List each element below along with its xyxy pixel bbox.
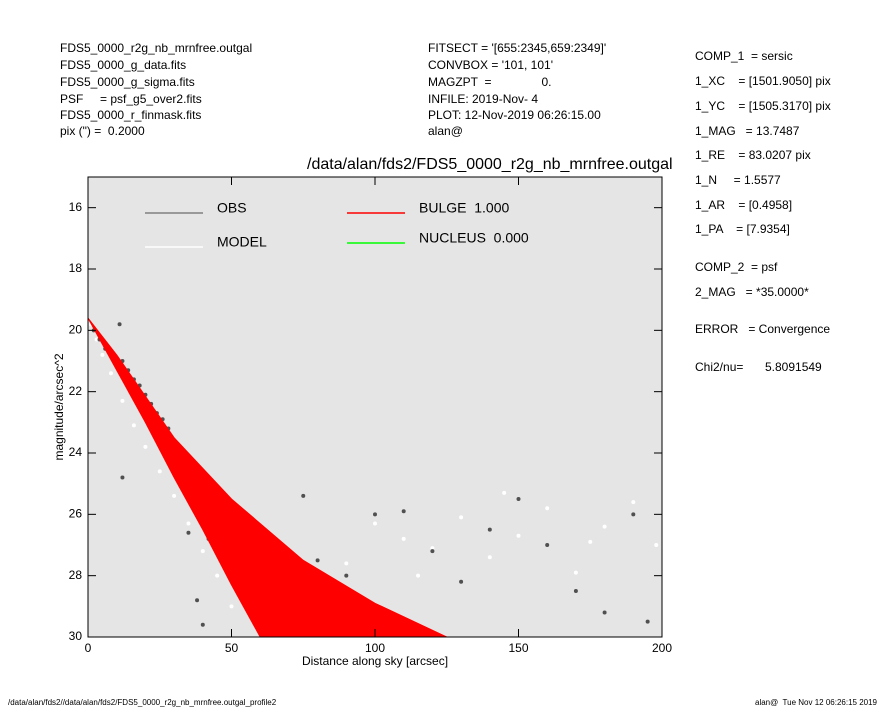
plot-background xyxy=(88,177,662,637)
y-tick-label: 26 xyxy=(69,507,83,521)
data-point xyxy=(373,521,377,526)
data-point xyxy=(430,549,435,554)
y-tick-label: 22 xyxy=(69,384,83,398)
header-left-line: FDS5_0000_r2g_nb_mrnfree.outgal xyxy=(60,41,252,55)
x-tick-label: 200 xyxy=(652,641,672,655)
x-tick-label: 50 xyxy=(225,641,239,655)
data-point xyxy=(631,512,636,517)
y-axis-label: magnitude/arcsec^2 xyxy=(52,353,66,460)
footer-right: alan@ Tue Nov 12 06:26:15 2019 xyxy=(755,698,878,707)
header-middle-line: alan@ xyxy=(428,124,463,138)
header-middle-line: MAGZPT = 0. xyxy=(428,75,551,89)
data-point xyxy=(631,500,636,505)
data-point xyxy=(401,509,406,514)
data-point xyxy=(186,521,191,526)
param-line: Chi2/nu= xyxy=(695,360,743,374)
data-point xyxy=(573,589,578,593)
chart-title: /data/alan/fds2/FDS5_0000_r2g_nb_mrnfree… xyxy=(307,156,673,173)
header-left-line: PSF = psf_g5_over2.fits xyxy=(60,92,202,106)
x-axis-label: Distance along sky [arcsec] xyxy=(302,654,448,668)
data-point xyxy=(229,604,234,609)
header-middle-line: FITSECT = '[655:2345,659:2349]' xyxy=(428,41,606,55)
header-left-line: FDS5_0000_g_sigma.fits xyxy=(60,75,195,89)
data-point xyxy=(502,490,507,495)
legend-label: OBS xyxy=(217,200,247,216)
data-point xyxy=(416,573,421,578)
y-tick-label: 16 xyxy=(69,200,83,214)
x-tick-label: 0 xyxy=(85,641,92,655)
plot-marks xyxy=(88,317,659,637)
x-tick-label: 150 xyxy=(508,641,528,655)
legend-label: MODEL xyxy=(217,234,267,250)
data-point xyxy=(200,622,205,627)
data-point xyxy=(315,558,320,563)
data-point xyxy=(602,610,607,615)
data-point xyxy=(516,533,521,538)
data-point xyxy=(654,543,659,547)
y-tick-label: 28 xyxy=(69,568,83,582)
data-point xyxy=(301,493,306,498)
param-line: COMP_2 = psf xyxy=(695,260,778,274)
data-point xyxy=(344,573,349,578)
data-point xyxy=(645,619,650,624)
param-line: 1_RE = 83.0207 pix xyxy=(695,148,811,162)
data-point xyxy=(120,475,125,480)
param-line: 1_YC = [1505.3170] pix xyxy=(695,99,831,113)
bulge-band xyxy=(88,317,447,637)
x-tick-label: 100 xyxy=(365,641,385,655)
data-point xyxy=(459,515,464,520)
data-point xyxy=(94,337,99,342)
data-point xyxy=(120,398,125,403)
data-point xyxy=(131,423,136,428)
data-point xyxy=(487,527,492,532)
header-middle-line: CONVBOX = '101, 101' xyxy=(428,58,553,72)
param-line: 1_AR = [0.4958] xyxy=(695,198,792,212)
header-middle-line: INFILE: 2019-Nov- 4 xyxy=(428,92,538,106)
data-point xyxy=(588,539,593,544)
param-line: 1_N = 1.5577 xyxy=(695,173,781,187)
data-point xyxy=(545,543,550,547)
data-point xyxy=(516,497,521,501)
data-point xyxy=(487,555,492,560)
param-line: 1_XC = [1501.9050] pix xyxy=(695,74,831,88)
data-point xyxy=(430,546,435,551)
data-point xyxy=(215,573,220,578)
data-point xyxy=(186,530,191,535)
legend-label: BULGE 1.000 xyxy=(419,200,509,216)
y-tick-label: 18 xyxy=(69,261,83,275)
data-point xyxy=(117,322,122,327)
param-line: 2_MAG = *35.0000* xyxy=(695,285,809,299)
y-tick-label: 30 xyxy=(69,629,83,643)
data-point xyxy=(108,371,113,376)
param-line: COMP_1 = sersic xyxy=(695,49,793,63)
data-point xyxy=(459,579,464,584)
param-line: 1_PA = [7.9354] xyxy=(695,222,790,236)
param-line: 1_MAG = 13.7487 xyxy=(695,124,800,138)
data-point xyxy=(143,444,148,449)
data-point xyxy=(573,570,578,575)
data-point xyxy=(545,506,550,511)
footer-left: /data/alan/fds2//data/alan/fds2/FDS5_000… xyxy=(8,698,277,707)
data-point xyxy=(195,598,200,603)
data-point xyxy=(100,352,105,357)
legend-label: NUCLEUS 0.000 xyxy=(419,230,529,246)
data-point xyxy=(602,524,607,529)
param-line: ERROR = Convergence xyxy=(695,322,830,336)
header-left-line: FDS5_0000_g_data.fits xyxy=(60,58,186,72)
data-point xyxy=(344,561,349,566)
data-point xyxy=(157,469,162,474)
header-left-line: pix (") = 0.2000 xyxy=(60,124,145,138)
header-left-line: FDS5_0000_r_finmask.fits xyxy=(60,108,201,122)
header-middle-line: PLOT: 12-Nov-2019 06:26:15.00 xyxy=(428,108,601,122)
y-tick-label: 20 xyxy=(69,323,83,337)
data-point xyxy=(401,536,406,541)
data-point xyxy=(373,512,377,517)
chi2-value: 5.8091549 xyxy=(765,360,822,374)
data-point xyxy=(200,549,205,554)
y-tick-label: 24 xyxy=(69,445,83,459)
data-point xyxy=(172,493,177,498)
